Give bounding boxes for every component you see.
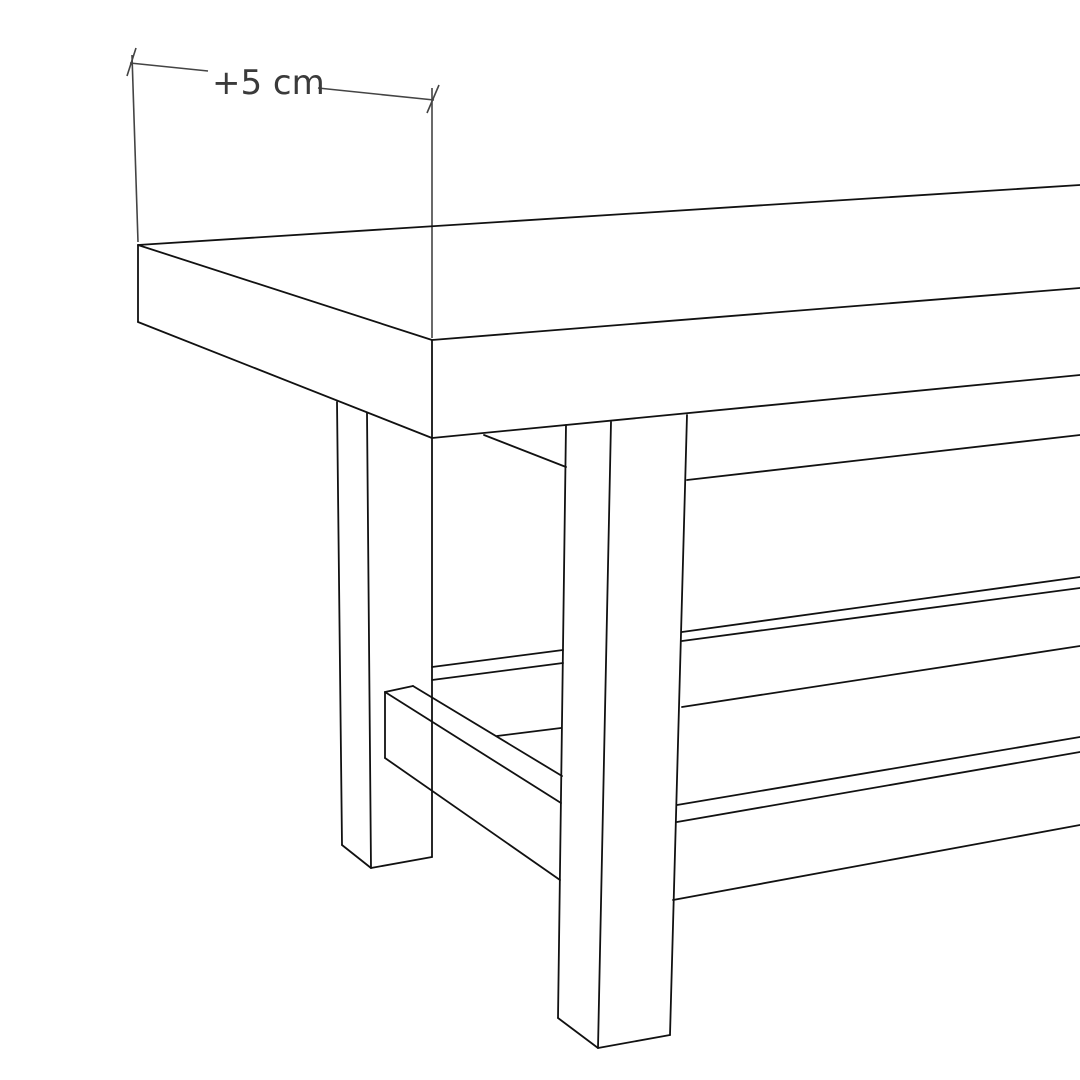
apron-and-rails [431, 434, 1080, 901]
dimension-annotation: +5 cm [126, 47, 440, 338]
extension-line-left [131, 54, 139, 243]
dimension-label: +5 cm [212, 63, 325, 103]
dimension-line-left [129, 62, 209, 72]
tabletop [137, 184, 1080, 439]
front-leg [557, 414, 688, 1049]
side-stretcher [384, 685, 563, 881]
dimension-tick-right [426, 84, 440, 114]
dimension-line-right [317, 87, 435, 101]
back-left-leg [336, 401, 433, 869]
dimension-tick-left [126, 47, 137, 77]
